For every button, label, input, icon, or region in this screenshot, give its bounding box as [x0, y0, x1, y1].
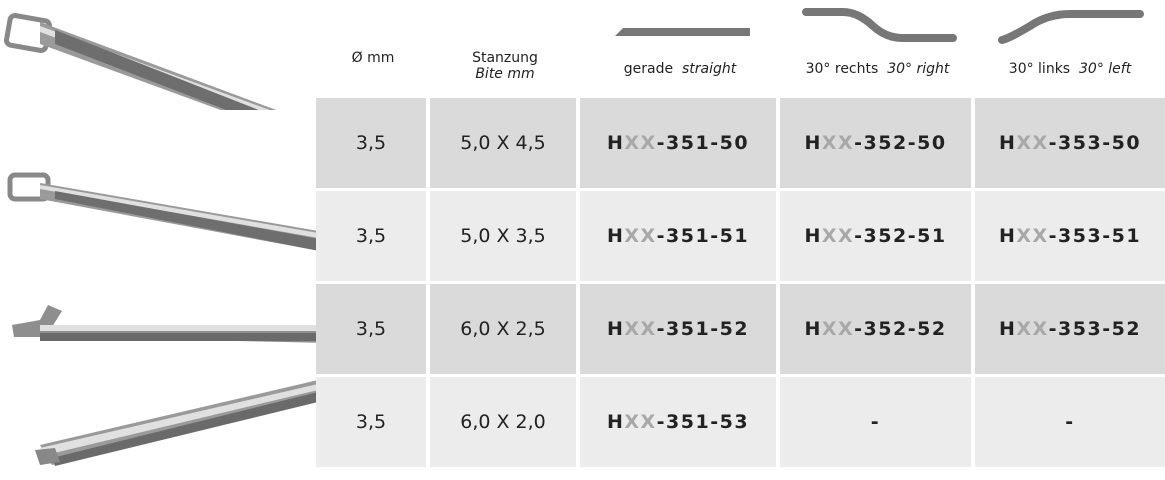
header-left: 30° links 30° left	[975, 0, 1165, 98]
diameter-cell: 3,5	[316, 191, 430, 281]
code-straight-cell: H XX -351-53	[580, 377, 780, 467]
table-row: 3,5 5,0 X 3,5 H XX -351-51 H XX -352-51 H XX -…	[316, 191, 1165, 284]
code-left-cell: H XX -353-52	[975, 284, 1165, 374]
code-straight-cell: H XX -351-51	[580, 191, 780, 281]
instrument-image-4	[0, 370, 330, 480]
code-straight-cell: H XX -351-52	[580, 284, 780, 374]
header-right: 30° rechts 30° right	[780, 0, 975, 98]
header-left-en: 30° left	[1079, 61, 1132, 77]
header-left-de: 30° links	[1008, 61, 1071, 77]
code-right-cell: H XX -352-50	[780, 98, 975, 188]
code-left-cell: H XX -353-51	[975, 191, 1165, 281]
diameter-cell: 3,5	[316, 284, 430, 374]
code-right-cell: H XX -352-51	[780, 191, 975, 281]
code-right-cell: -	[780, 377, 975, 467]
code-left-cell: -	[975, 377, 1165, 467]
table-header: Ø mm Stanzung Bite mm gerade straight 30…	[316, 0, 1165, 98]
header-straight: gerade straight	[580, 0, 780, 98]
code-left-cell: H XX -353-50	[975, 98, 1165, 188]
header-straight-en: straight	[681, 61, 737, 77]
code-right-cell: H XX -352-52	[780, 284, 975, 374]
diameter-cell: 3,5	[316, 377, 430, 467]
curve-right-shape-icon	[780, 0, 975, 50]
header-bite-de: Stanzung	[472, 50, 538, 66]
header-right-de: 30° rechts	[805, 61, 879, 77]
table-row: 3,5 6,0 X 2,5 H XX -351-52 H XX -352-52 H XX -…	[316, 284, 1165, 377]
bite-cell: 6,0 X 2,5	[430, 284, 580, 374]
bite-cell: 5,0 X 3,5	[430, 191, 580, 281]
header-straight-de: gerade	[623, 61, 674, 77]
table-row: 3,5 6,0 X 2,0 H XX -351-53 - -	[316, 377, 1165, 470]
header-bite-en: Bite mm	[475, 66, 535, 82]
instrument-images	[0, 0, 330, 466]
header-right-en: 30° right	[887, 61, 950, 77]
instrument-image-3	[0, 285, 330, 395]
header-bite: Stanzung Bite mm	[430, 0, 580, 98]
table-row: 3,5 5,0 X 4,5 H XX -351-50 H XX -352-50 H XX -…	[316, 98, 1165, 191]
header-diameter-label: Ø mm	[351, 50, 395, 66]
straight-shape-icon	[580, 0, 780, 50]
product-table: 3,5 5,0 X 4,5 H XX -351-50 H XX -352-50 H XX -…	[316, 98, 1165, 470]
instrument-image-1	[0, 0, 330, 110]
bite-cell: 6,0 X 2,0	[430, 377, 580, 467]
diameter-cell: 3,5	[316, 98, 430, 188]
code-straight-cell: H XX -351-50	[580, 98, 780, 188]
header-diameter: Ø mm	[316, 0, 430, 98]
bite-cell: 5,0 X 4,5	[430, 98, 580, 188]
curve-left-shape-icon	[975, 0, 1165, 50]
instrument-image-2	[0, 155, 330, 265]
